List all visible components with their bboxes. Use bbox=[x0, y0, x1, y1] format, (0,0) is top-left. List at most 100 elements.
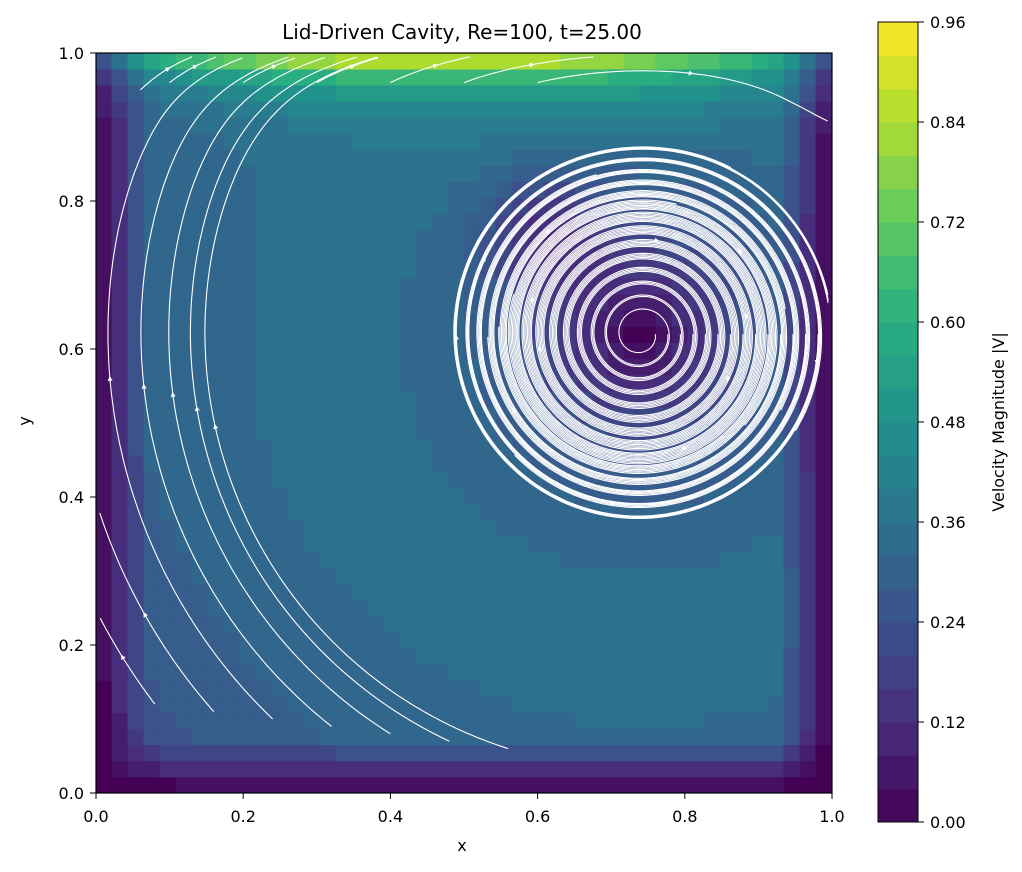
field-cell bbox=[303, 583, 321, 601]
field-cell bbox=[223, 165, 241, 183]
field-cell bbox=[351, 744, 369, 762]
field-cell bbox=[303, 342, 321, 360]
field-cell bbox=[559, 535, 577, 553]
field-cell bbox=[591, 663, 609, 681]
field-cell bbox=[143, 519, 161, 537]
field-cell bbox=[415, 293, 433, 311]
field-cell bbox=[431, 133, 449, 150]
field-cell bbox=[815, 519, 832, 537]
field-cell bbox=[447, 149, 465, 167]
field-cell bbox=[639, 679, 657, 697]
field-cell bbox=[479, 519, 497, 537]
field-cell bbox=[591, 133, 609, 150]
field-cell bbox=[159, 454, 177, 472]
field-cell bbox=[111, 261, 129, 279]
field-cell bbox=[335, 261, 353, 279]
field-cell bbox=[735, 728, 753, 746]
field-cell bbox=[479, 647, 497, 665]
field-cell bbox=[639, 728, 657, 746]
field-cell bbox=[527, 503, 545, 520]
field-cell bbox=[399, 438, 417, 456]
field-cell bbox=[175, 438, 193, 456]
field-cell bbox=[431, 503, 449, 520]
field-cell bbox=[527, 744, 545, 762]
field-cell bbox=[175, 261, 193, 279]
field-cell bbox=[815, 535, 832, 553]
field-cell bbox=[431, 358, 449, 376]
field-cell bbox=[255, 631, 273, 649]
streamline bbox=[454, 147, 829, 519]
field-cell bbox=[191, 245, 209, 263]
field-cell bbox=[143, 679, 161, 697]
field-cell bbox=[303, 245, 321, 263]
field-cell bbox=[767, 647, 785, 665]
field-cell bbox=[447, 760, 465, 778]
field-cell bbox=[96, 261, 113, 279]
colorbar-band bbox=[878, 88, 918, 123]
field-cell bbox=[335, 293, 353, 311]
field-cell bbox=[431, 261, 449, 279]
field-cell bbox=[607, 776, 625, 793]
field-cell bbox=[111, 567, 129, 585]
field-cell bbox=[655, 776, 673, 793]
field-cell bbox=[543, 583, 561, 601]
field-cell bbox=[143, 229, 161, 247]
field-cell bbox=[447, 551, 465, 569]
field-cell bbox=[703, 760, 721, 778]
field-cell bbox=[111, 277, 129, 295]
field-cell bbox=[191, 679, 209, 697]
field-cell bbox=[591, 583, 609, 601]
field-cell bbox=[751, 84, 769, 102]
field-cell bbox=[591, 100, 609, 118]
field-cell bbox=[415, 390, 433, 408]
field-cell bbox=[767, 133, 785, 150]
field-cell bbox=[111, 245, 129, 263]
field-cell bbox=[639, 116, 657, 134]
field-cell bbox=[271, 374, 289, 392]
field-cell bbox=[431, 406, 449, 424]
field-cell bbox=[239, 197, 257, 215]
field-cell bbox=[399, 631, 417, 649]
field-cell bbox=[655, 68, 673, 86]
field-cell bbox=[783, 149, 801, 167]
field-cell bbox=[335, 197, 353, 215]
field-cell bbox=[255, 181, 273, 199]
field-cell bbox=[96, 760, 113, 778]
field-cell bbox=[399, 486, 417, 504]
field-cell bbox=[735, 519, 753, 537]
field-cell bbox=[351, 309, 369, 327]
field-cell bbox=[159, 744, 177, 762]
field-cell bbox=[559, 615, 577, 633]
field-cell bbox=[543, 599, 561, 617]
field-cell bbox=[399, 503, 417, 520]
field-cell bbox=[367, 116, 385, 134]
field-cell bbox=[303, 615, 321, 633]
field-cell bbox=[639, 696, 657, 713]
field-cell bbox=[223, 390, 241, 408]
field-cell bbox=[127, 438, 145, 456]
field-cell bbox=[767, 84, 785, 102]
field-cell bbox=[751, 663, 769, 681]
colorbar-band bbox=[878, 388, 918, 423]
field-cell bbox=[96, 663, 113, 681]
field-cell bbox=[223, 615, 241, 633]
field-cell bbox=[671, 583, 689, 601]
field-cell bbox=[543, 679, 561, 697]
field-cell bbox=[463, 679, 481, 697]
field-cell bbox=[383, 261, 401, 279]
field-cell bbox=[319, 615, 337, 633]
field-cell bbox=[431, 68, 449, 86]
field-cell bbox=[383, 486, 401, 504]
field-cell bbox=[143, 760, 161, 778]
field-cell bbox=[159, 696, 177, 713]
field-cell bbox=[367, 277, 385, 295]
field-cell bbox=[447, 245, 465, 263]
field-cell bbox=[447, 519, 465, 537]
field-cell bbox=[223, 470, 241, 488]
field-cell bbox=[175, 503, 193, 520]
field-cell bbox=[159, 535, 177, 553]
field-cell bbox=[399, 696, 417, 713]
field-cell bbox=[719, 647, 737, 665]
field-cell bbox=[735, 647, 753, 665]
field-cell bbox=[271, 663, 289, 681]
